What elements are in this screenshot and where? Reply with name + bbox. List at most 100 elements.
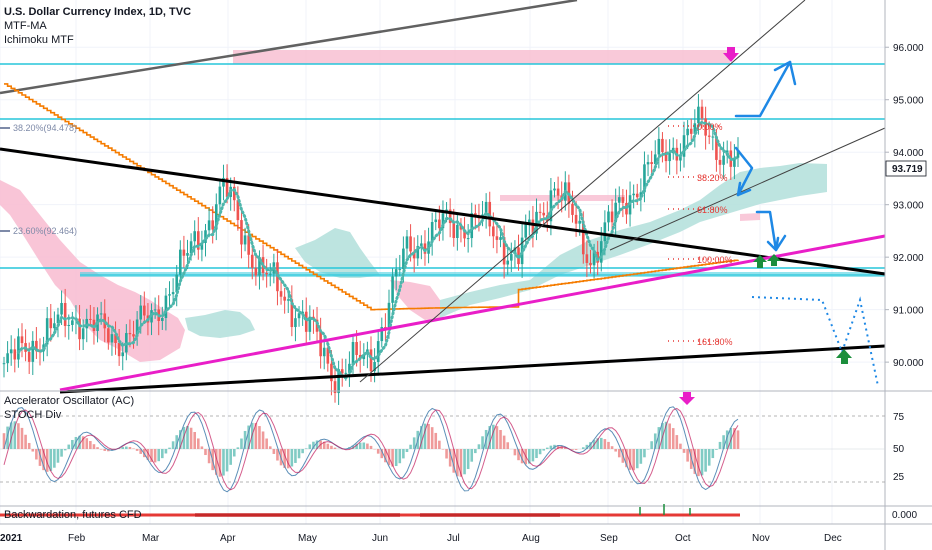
thin-trend-1 (359, 0, 806, 383)
time-label: Mar (142, 533, 160, 544)
candle-body (689, 128, 693, 134)
ac-bar (204, 449, 207, 456)
candle-body (686, 128, 689, 136)
ac-bar (380, 449, 384, 459)
candle-body (380, 326, 384, 342)
candle-body (107, 328, 110, 343)
candle-body (27, 351, 31, 362)
ac-bar (150, 449, 153, 462)
candle-body (513, 247, 517, 255)
magenta-down-arrow-icon-2 (679, 392, 695, 405)
candle-body (394, 269, 398, 277)
candle-body (45, 318, 49, 345)
price-axis[interactable]: 96.000 95.000 94.000 93.000 92.000 91.000 90.0… (885, 43, 924, 369)
candle-body (470, 213, 474, 239)
ac-bar (581, 447, 585, 449)
candle-body (250, 254, 254, 268)
ac-bar (71, 439, 74, 449)
ac-bar (650, 441, 653, 449)
candle-body (599, 241, 603, 263)
cloud-green-b (295, 228, 380, 278)
candle-body (376, 341, 380, 362)
ac-bar (9, 422, 13, 449)
candle-body (330, 363, 333, 382)
ac-bar (635, 449, 639, 469)
ac-bar (614, 449, 617, 452)
candle-body (297, 313, 301, 319)
indicator-mtf-ma[interactable]: MTF-MA (4, 20, 47, 32)
candle-body (308, 316, 312, 332)
ac-bar (175, 435, 179, 449)
ac-bar (574, 449, 578, 450)
candle-body (312, 316, 315, 320)
ac-bar (653, 433, 657, 449)
osc-tick-75: 75 (893, 412, 905, 423)
candle-body (402, 248, 405, 270)
oscillator-name-2[interactable]: STOCH Div (4, 409, 62, 421)
bottom-pane-name[interactable]: Backwardation, futures CFD (4, 509, 142, 521)
ac-bar (628, 449, 632, 470)
ac-bar (657, 427, 661, 449)
price-tick-label: 93.000 (893, 201, 924, 212)
time-axis[interactable]: 2021 Feb Mar Apr May Jun Jul Aug Sep Oct Nov Dec (0, 533, 842, 544)
fib-left-1: 38.20%(94.478) (13, 123, 77, 133)
candle-body (193, 231, 196, 242)
ac-bar (718, 441, 722, 449)
candle-body (128, 333, 132, 335)
candle-body (17, 336, 20, 360)
ac-bar (697, 449, 700, 477)
ac-bar (179, 430, 182, 449)
candle-body (495, 236, 499, 240)
ac-bar (45, 449, 49, 472)
oscillator-pane (0, 406, 885, 493)
ac-bar (596, 438, 599, 449)
candle-body (99, 313, 103, 315)
candle-body (211, 220, 214, 230)
ac-bar (290, 449, 294, 467)
ac-bar (196, 438, 200, 449)
ac-bar (333, 447, 337, 449)
ac-bar (351, 445, 355, 449)
ac-bar (240, 438, 243, 449)
osc-tick-50: 50 (893, 444, 905, 455)
ac-bar (599, 437, 603, 449)
ac-bar (733, 428, 736, 449)
candle-body (430, 222, 434, 242)
candle-body (384, 326, 387, 328)
ac-bar (164, 449, 168, 454)
candle-body (254, 267, 258, 276)
candle-body (409, 236, 412, 252)
ac-bar (89, 441, 92, 449)
candle-body (143, 305, 146, 316)
ac-bar (376, 449, 380, 454)
candle-body (265, 272, 268, 275)
ac-bar (53, 449, 56, 468)
ascending-trendline-lower (59, 344, 886, 394)
candle-body (333, 381, 337, 394)
ac-bar (707, 449, 711, 466)
indicator-ichimoku[interactable]: Ichimoku MTF (4, 34, 74, 46)
ac-bar (17, 423, 20, 449)
candle-body (268, 273, 272, 275)
candle-body (693, 123, 697, 134)
ac-bar (103, 449, 107, 451)
ac-bar (546, 447, 549, 449)
ac-bar (664, 421, 668, 449)
oscillator-name-1[interactable]: Accelerator Oscillator (AC) (4, 395, 134, 407)
stoch-d-line (3, 407, 739, 491)
last-price-badge (885, 160, 927, 177)
candle-body (326, 347, 330, 364)
ac-bar (452, 449, 456, 473)
candle-body (463, 229, 466, 239)
candle-body (164, 295, 168, 318)
candle-body (369, 349, 373, 372)
candle-body (161, 317, 164, 321)
ac-bar (459, 449, 463, 477)
ac-bar (139, 449, 143, 454)
candle-body (643, 164, 646, 193)
resistance-zone (233, 50, 730, 64)
candle-body (614, 202, 617, 223)
ac-bar (538, 449, 542, 455)
ac-bar (427, 423, 430, 449)
